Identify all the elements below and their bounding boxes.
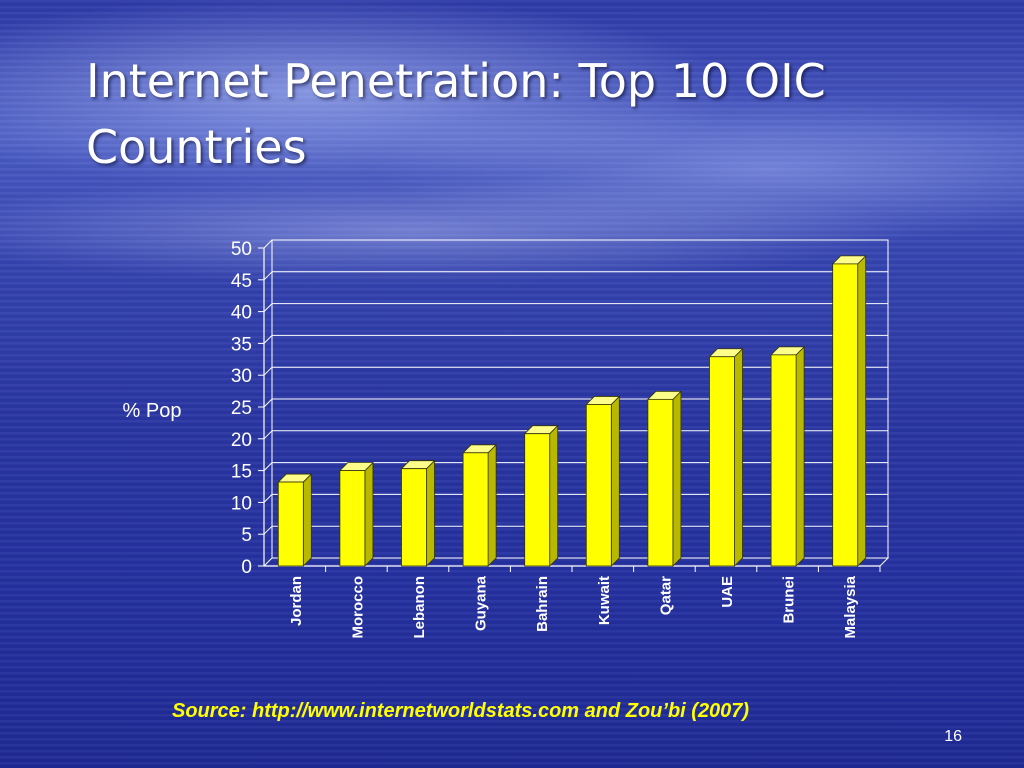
y-tick-label: 25: [231, 398, 252, 419]
bar-front: [277, 481, 304, 567]
x-tick-label: Jordan: [288, 576, 305, 626]
bar-side: [487, 443, 497, 567]
bar-front: [401, 468, 427, 567]
bar-side: [364, 461, 374, 567]
gridline-side: [263, 462, 273, 471]
bar-malaysia: [831, 254, 867, 567]
y-axis-label: % Pop: [123, 400, 182, 422]
bar-side: [426, 459, 435, 567]
bar-front: [524, 433, 551, 567]
bar-qatar: [646, 390, 682, 567]
x-tick-label: Kuwait: [596, 576, 613, 625]
x-tick-label: Qatar: [657, 576, 674, 615]
bar-side: [734, 347, 743, 567]
y-tick-labels: 0 5 10 15 20 25 30 35 40 45 50: [231, 239, 252, 578]
gridline-side: [263, 430, 273, 440]
gridline-side: [263, 271, 273, 281]
gridline-side: [263, 366, 273, 376]
bar-side: [795, 345, 805, 567]
gridline-side: [263, 239, 273, 249]
x-tick-label: Guyana: [473, 575, 490, 631]
y-tick-label: 10: [231, 493, 252, 514]
gridline-side: [263, 525, 273, 535]
bar-uae: [708, 347, 744, 567]
y-tick-label: 40: [231, 303, 252, 324]
source-citation: Source: http://www.internetworldstats.co…: [172, 700, 750, 722]
bar-side: [610, 395, 620, 567]
bar-front: [462, 452, 489, 567]
bar-front: [709, 356, 735, 567]
bar-morocco: [338, 461, 374, 567]
bar-side: [549, 424, 559, 567]
y-tick-label: 35: [231, 334, 252, 355]
bar-front: [339, 470, 366, 567]
bar-front: [647, 398, 674, 567]
bar-bahrain: [523, 424, 559, 567]
y-tick-label: 5: [241, 525, 252, 546]
gridline-side: [263, 335, 273, 344]
bar-side: [857, 254, 867, 567]
bar-lebanon: [400, 459, 436, 567]
chart-bars: [277, 254, 867, 567]
x-tick-label: Lebanon: [411, 576, 428, 639]
x-tick-label: Bahrain: [534, 576, 551, 632]
y-tick-label: 0: [241, 557, 252, 578]
bar-jordan: [277, 473, 313, 567]
page-number: 16: [944, 728, 962, 745]
bar-front: [770, 354, 797, 567]
bar-chart: 0 5 10 15 20 25 30 35 40 45 50 Jordan Morocco Lebano…: [123, 239, 890, 638]
x-tick-label: UAE: [719, 576, 736, 608]
bar-guyana: [462, 443, 498, 567]
y-tick-label: 15: [231, 462, 252, 483]
bar-side: [672, 390, 682, 567]
plot-floor: [262, 557, 890, 567]
gridline-side: [263, 494, 273, 503]
bar-kuwait: [585, 395, 621, 567]
y-tick-label: 45: [231, 271, 252, 292]
x-tick-label: Malaysia: [842, 575, 859, 638]
x-tick-label: Morocco: [349, 576, 366, 639]
bar-front: [832, 263, 859, 567]
bar-front: [585, 404, 612, 567]
y-tick-label: 20: [231, 430, 252, 451]
x-tick-labels: Jordan Morocco Lebanon Guyana Bahrain Kuwait Q…: [288, 575, 859, 638]
y-tick-label: 30: [231, 366, 252, 387]
x-tick-label: Brunei: [781, 576, 798, 624]
bar-side: [302, 473, 312, 567]
bar-brunei: [770, 345, 806, 567]
y-tick-label: 50: [231, 239, 252, 260]
gridline-side: [263, 303, 273, 312]
gridline-side: [263, 398, 273, 408]
slide-title: Internet Penetration: Top 10 OIC Countri…: [86, 54, 826, 174]
